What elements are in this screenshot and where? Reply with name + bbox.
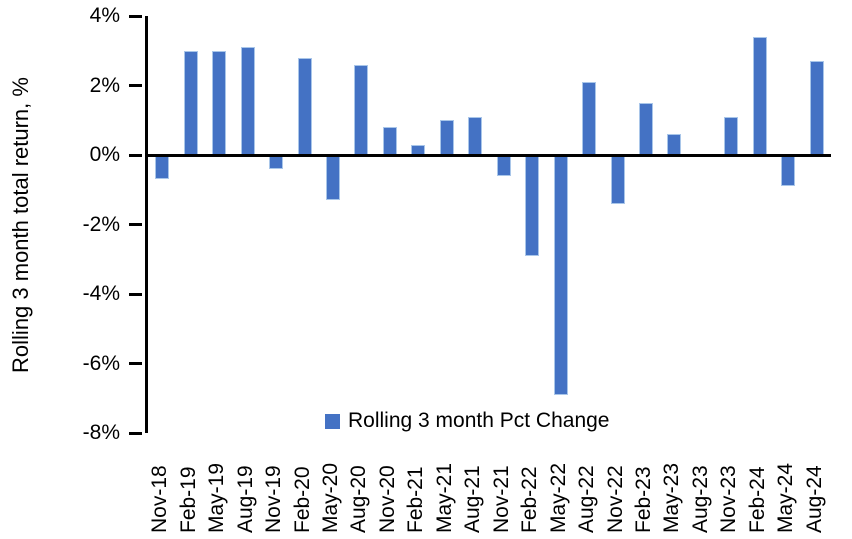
plot-area [145,16,831,433]
x-tick-label: Feb-22 [518,466,542,533]
y-tick-label: -8% [82,421,120,444]
y-axis-tick [129,153,142,157]
x-tick-label: Aug-19 [233,465,257,533]
bar-Feb-23 [639,102,654,155]
bar-Aug-19 [240,47,255,155]
y-tick-label: 0% [89,143,120,166]
x-tick-label: Aug-21 [461,465,485,533]
bar-Nov-22 [610,155,625,204]
bar-Aug-24 [809,61,824,155]
bar-May-22 [553,155,568,395]
y-tick-label: -2% [82,212,120,236]
x-tick-label: Nov-18 [148,465,172,533]
y-axis-tick [129,362,142,365]
bar-Aug-20 [354,64,369,155]
x-tick-label: May-20 [318,462,342,533]
x-tick-label: Feb-24 [745,466,769,533]
x-tick-label: Feb-20 [290,466,314,533]
bar-May-23 [667,134,682,155]
x-tick-label: May-19 [205,462,229,533]
x-tick-label: Aug-20 [347,465,371,533]
x-tick-label: Nov-23 [717,465,741,533]
x-tick-label: Nov-22 [603,465,627,533]
y-axis-tick [129,431,142,435]
x-tick-label: Aug-22 [575,465,599,533]
x-tick-label: Feb-21 [404,466,428,533]
bar-Nov-19 [269,155,284,169]
legend-label: Rolling 3 month Pct Change [348,409,610,432]
y-tick-label: 4% [89,4,120,27]
x-tick-label: May-22 [546,462,570,533]
x-tick-label: May-24 [774,462,798,533]
y-tick-label: -6% [82,351,120,375]
y-axis-tick [129,292,142,296]
bar-Feb-24 [752,36,767,155]
bar-May-24 [781,155,796,187]
bar-Nov-18 [155,155,170,180]
y-axis-tick [129,14,142,18]
y-tick-label: -4% [82,282,120,305]
bar-Nov-23 [724,116,739,155]
bar-Nov-21 [496,155,511,176]
bar-Aug-21 [468,116,483,155]
bar-May-20 [325,155,340,201]
bar-Feb-22 [525,155,540,256]
bar-Feb-19 [183,50,198,155]
y-axis-tick [129,223,142,226]
bar-Feb-20 [297,57,312,155]
x-tick-label: Nov-19 [262,465,286,533]
y-axis-title: Rolling 3 month total return, % [8,77,33,373]
y-tick-label: 2% [89,73,120,97]
x-tick-label: May-23 [660,462,684,533]
legend-swatch-icon [325,413,340,429]
x-tick-label: Nov-21 [489,465,513,533]
x-tick-label: May-21 [432,462,456,533]
legend: Rolling 3 month Pct Change [325,409,610,433]
bar-Aug-22 [582,82,597,155]
x-tick-label: Aug-23 [688,465,712,533]
zero-axis-line [148,153,831,157]
x-tick-label: Nov-20 [375,465,399,533]
bar-May-19 [212,50,227,155]
x-tick-label: Feb-23 [632,466,656,533]
y-axis-tick [129,84,142,87]
x-tick-label: Aug-24 [802,465,826,533]
x-tick-label: Feb-19 [176,466,200,533]
bar-Nov-20 [382,127,397,155]
bar-May-21 [439,120,454,155]
